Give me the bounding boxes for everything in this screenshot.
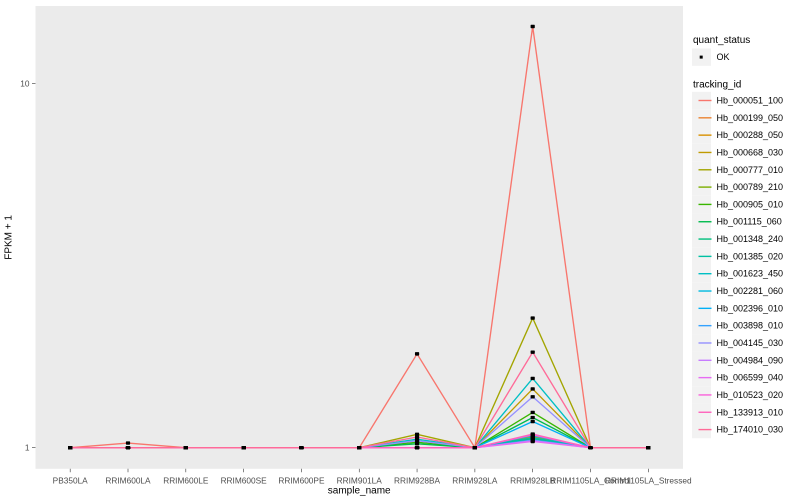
svg-text:Hb_000789_210: Hb_000789_210 bbox=[717, 182, 784, 192]
svg-text:Hb_000905_010: Hb_000905_010 bbox=[717, 199, 784, 209]
svg-text:Hb_001115_060: Hb_001115_060 bbox=[717, 217, 782, 227]
svg-text:RRIM600SE: RRIM600SE bbox=[221, 475, 268, 485]
svg-text:RRIM901LA: RRIM901LA bbox=[337, 475, 383, 485]
svg-text:PB350LA: PB350LA bbox=[53, 475, 89, 485]
svg-text:RRIM928BA: RRIM928BA bbox=[394, 475, 441, 485]
svg-text:Hb_002281_060: Hb_002281_060 bbox=[717, 286, 784, 296]
svg-text:RRIM600LE: RRIM600LE bbox=[163, 475, 209, 485]
svg-text:Hb_002396_010: Hb_002396_010 bbox=[717, 303, 784, 313]
svg-text:OK: OK bbox=[717, 52, 730, 62]
svg-text:quant_status: quant_status bbox=[693, 35, 750, 46]
svg-text:RRIM600PE: RRIM600PE bbox=[278, 475, 325, 485]
svg-text:sample_name: sample_name bbox=[328, 486, 391, 497]
svg-text:Hb_003898_010: Hb_003898_010 bbox=[717, 321, 784, 331]
svg-text:Hb_000668_030: Hb_000668_030 bbox=[717, 147, 784, 157]
svg-text:RRIM600LA: RRIM600LA bbox=[105, 475, 151, 485]
svg-text:1: 1 bbox=[25, 443, 30, 453]
svg-text:Hb_001623_450: Hb_001623_450 bbox=[717, 269, 784, 279]
svg-text:Hb_000777_010: Hb_000777_010 bbox=[717, 165, 784, 175]
svg-text:Hb_000199_050: Hb_000199_050 bbox=[717, 113, 784, 123]
svg-text:Hb_133913_010: Hb_133913_010 bbox=[717, 407, 784, 417]
svg-text:FPKM + 1: FPKM + 1 bbox=[4, 215, 15, 260]
svg-text:Hb_000288_050: Hb_000288_050 bbox=[717, 130, 784, 140]
svg-text:Hb_174010_030: Hb_174010_030 bbox=[717, 425, 784, 435]
svg-text:Hb_010523_020: Hb_010523_020 bbox=[717, 390, 784, 400]
svg-text:Hb_001348_240: Hb_001348_240 bbox=[717, 234, 784, 244]
svg-text:10: 10 bbox=[20, 79, 30, 89]
svg-text:RRIM928LB: RRIM928LB bbox=[510, 475, 556, 485]
svg-text:RRIM928LA: RRIM928LA bbox=[452, 475, 498, 485]
svg-text:Hb_001385_020: Hb_001385_020 bbox=[717, 251, 784, 261]
svg-text:RRIM1105LA_Stressed: RRIM1105LA_Stressed bbox=[605, 475, 692, 485]
svg-text:Hb_004145_030: Hb_004145_030 bbox=[717, 338, 784, 348]
svg-text:Hb_006599_040: Hb_006599_040 bbox=[717, 373, 784, 383]
svg-text:Hb_004984_090: Hb_004984_090 bbox=[717, 355, 784, 365]
svg-text:tracking_id: tracking_id bbox=[693, 80, 741, 91]
svg-text:Hb_000051_100: Hb_000051_100 bbox=[717, 96, 784, 106]
